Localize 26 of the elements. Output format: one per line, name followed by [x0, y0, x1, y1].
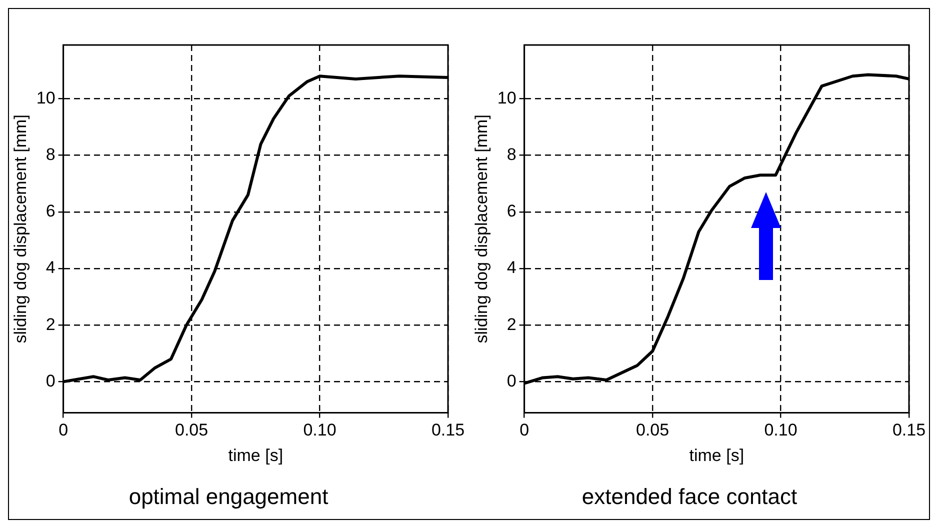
y-tick-label: 0 — [46, 371, 56, 390]
x-tick-label: 0.15 — [431, 420, 465, 440]
x-tick-label: 0 — [58, 420, 68, 440]
y-tick-label: 2 — [46, 314, 56, 334]
x-tick-label: 0.15 — [892, 420, 926, 440]
y-tick-label: 8 — [46, 145, 56, 164]
y-tick-label: 0 — [506, 371, 516, 390]
x-axis-title: time [s] — [228, 446, 284, 466]
y-tick-label: 8 — [506, 145, 516, 164]
x-tick-label: 0.10 — [764, 420, 798, 440]
y-tick-label: 4 — [506, 258, 516, 278]
y-tick-label: 6 — [506, 202, 516, 221]
x-axis-title: time [s] — [689, 446, 744, 466]
y-tick-label: 6 — [46, 202, 56, 221]
text: optimal engagement — [128, 484, 328, 509]
y-axis-title: sliding dog displacement [mm] — [472, 114, 491, 344]
x-tick-label: 0 — [520, 420, 530, 440]
y-tick-label: 4 — [46, 258, 56, 278]
x-tick-label: 0.05 — [636, 420, 670, 440]
x-tick-label: 0.05 — [174, 420, 208, 440]
text: extended face contact — [582, 484, 798, 509]
y-tick-label: 10 — [36, 88, 56, 108]
y-tick-label: 10 — [497, 88, 516, 108]
x-tick-label: 0.10 — [303, 420, 336, 440]
y-tick-label: 2 — [506, 314, 516, 334]
y-axis-title: sliding dog displacement [mm] — [10, 114, 30, 344]
